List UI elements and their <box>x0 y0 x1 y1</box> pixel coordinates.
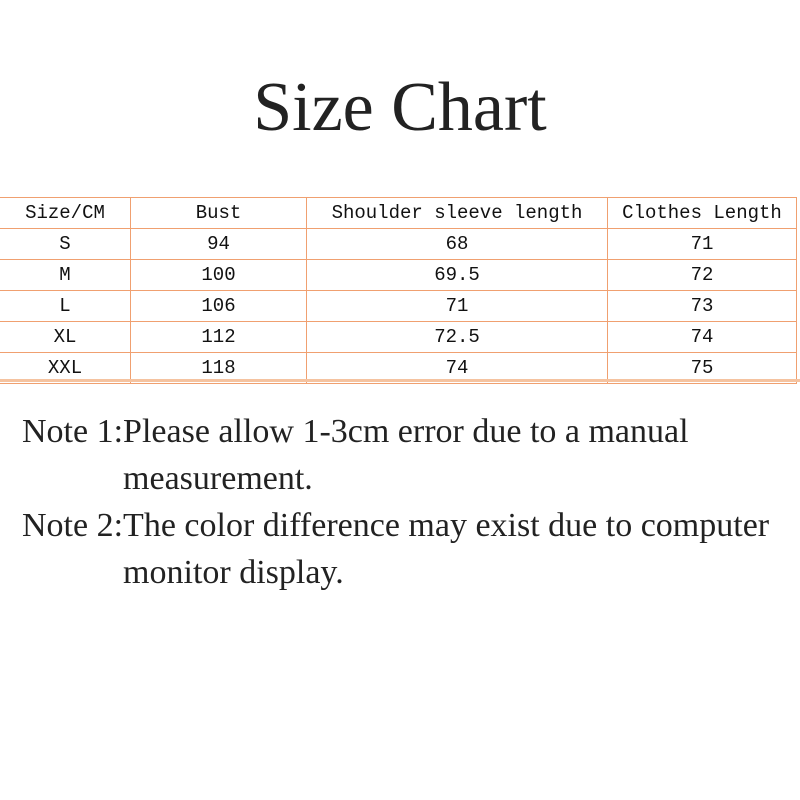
table-row: XXL 118 74 75 <box>0 352 797 384</box>
table-bottom-border <box>0 379 800 382</box>
table-cell: 106 <box>130 290 307 322</box>
table-row: M 100 69.5 72 <box>0 259 797 291</box>
table-cell: 74 <box>306 352 608 384</box>
table-cell: 72.5 <box>306 321 608 353</box>
table-cell: 71 <box>306 290 608 322</box>
table-cell: 73 <box>607 290 797 322</box>
header-cell: Bust <box>130 197 307 229</box>
table-cell: M <box>0 259 131 291</box>
size-table: Size/CM Bust Shoulder sleeve length Clot… <box>0 197 797 384</box>
table-cell: S <box>0 228 131 260</box>
page-title: Size Chart <box>253 69 547 146</box>
table-cell: L <box>0 290 131 322</box>
table-cell: XL <box>0 321 131 353</box>
table-row: XL 112 72.5 74 <box>0 321 797 353</box>
notes: Note 1: Please allow 1-3cm error due to … <box>22 408 783 596</box>
header-cell: Shoulder sleeve length <box>306 197 608 229</box>
table-cell: 71 <box>607 228 797 260</box>
table-cell: 118 <box>130 352 307 384</box>
table-cell: 74 <box>607 321 797 353</box>
table-row: S 94 68 71 <box>0 228 797 260</box>
table-cell: 75 <box>607 352 797 384</box>
header-cell: Clothes Length <box>607 197 797 229</box>
table-cell: 112 <box>130 321 307 353</box>
table-row: L 106 71 73 <box>0 290 797 322</box>
header-cell: Size/CM <box>0 197 131 229</box>
note-label: Note 2: <box>22 507 124 544</box>
note-text: The color difference may exist due to co… <box>123 507 770 591</box>
table-cell: 72 <box>607 259 797 291</box>
table-cell: 69.5 <box>306 259 608 291</box>
table-cell: 68 <box>306 228 608 260</box>
note-2: Note 2: The color difference may exist d… <box>22 502 783 596</box>
table-cell: 94 <box>130 228 307 260</box>
table-cell: XXL <box>0 352 131 384</box>
note-text: Please allow 1-3cm error due to a manual… <box>123 413 689 497</box>
note-label: Note 1: <box>22 413 124 450</box>
table-header-row: Size/CM Bust Shoulder sleeve length Clot… <box>0 197 797 229</box>
note-1: Note 1: Please allow 1-3cm error due to … <box>22 408 783 502</box>
table-cell: 100 <box>130 259 307 291</box>
